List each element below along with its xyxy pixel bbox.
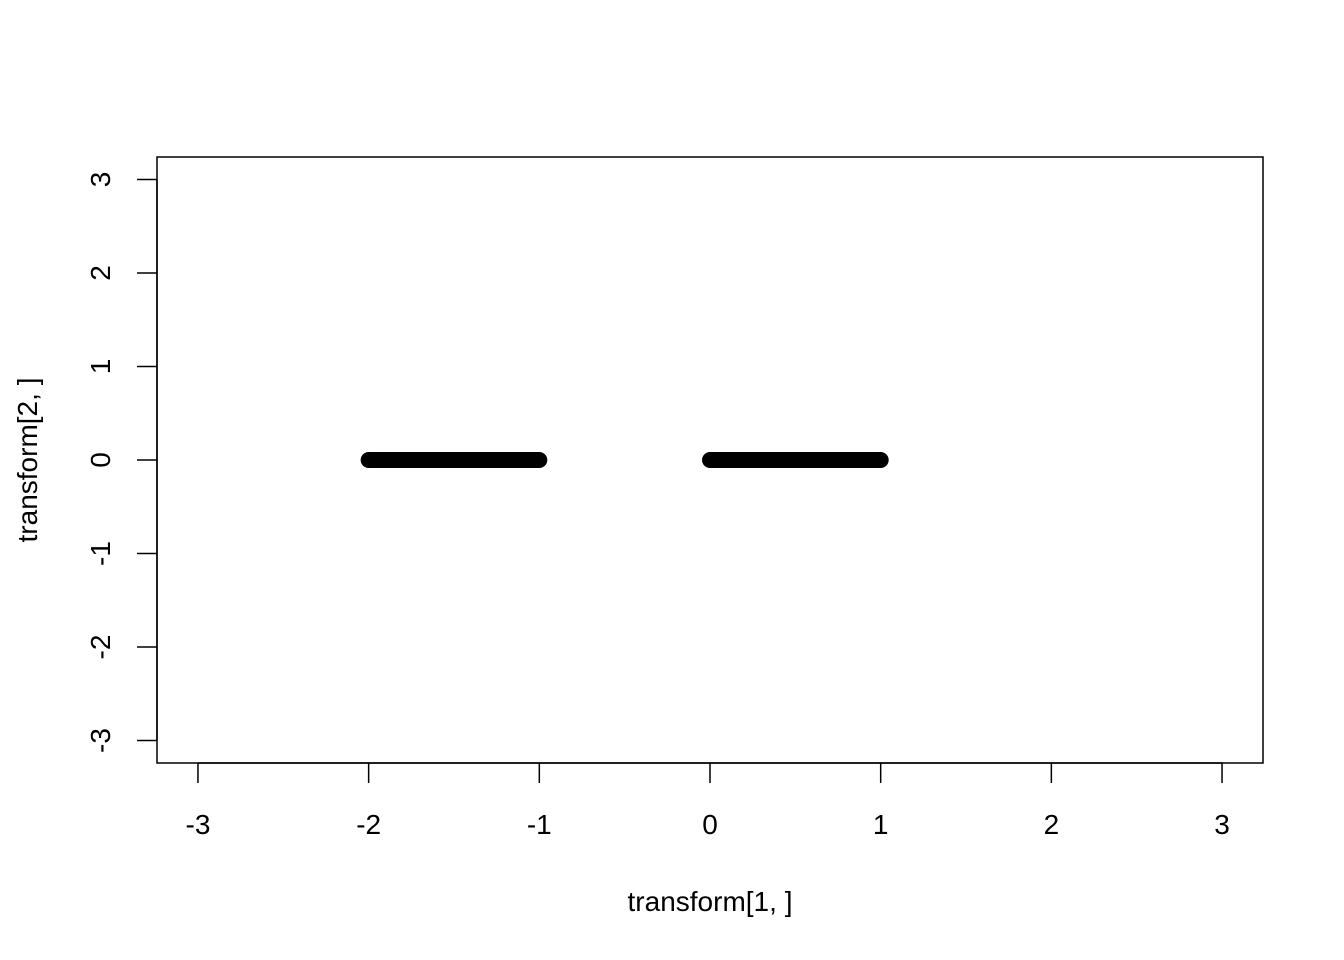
y-tick-label: 2: [85, 265, 116, 281]
x-axis-label: transform[1, ]: [628, 886, 793, 917]
y-axis: -3 -2 -1 0 1 2 3: [85, 172, 158, 753]
x-axis: -3 -2 -1 0 1 2 3: [186, 762, 1230, 840]
data-point-run: [402, 452, 420, 468]
x-tick-label: 3: [1214, 809, 1230, 840]
x-tick-label: 0: [702, 809, 718, 840]
x-tick-label: -2: [356, 809, 381, 840]
data-point-run: [829, 452, 847, 468]
x-tick-label: 2: [1044, 809, 1060, 840]
x-tick-label: -3: [186, 809, 211, 840]
data-point-run: [522, 452, 540, 468]
data-point-run: [453, 452, 472, 468]
y-tick-label: -3: [85, 728, 116, 753]
x-tick-label: 1: [873, 809, 889, 840]
data-point-run: [744, 452, 762, 468]
data-point-run: [812, 452, 830, 468]
y-tick-label: -2: [85, 635, 116, 660]
data-point-run: [368, 452, 386, 468]
data-point-run: [795, 452, 813, 468]
y-tick-label: -1: [85, 541, 116, 566]
data-point-run: [505, 452, 523, 468]
y-tick-label: 3: [85, 172, 116, 188]
data-point-run: [761, 452, 779, 468]
y-axis-label: transform[2, ]: [12, 378, 43, 543]
data-point-run: [778, 452, 796, 468]
data-point-run: [846, 452, 864, 468]
data-point-run: [710, 452, 728, 468]
data-point-run: [419, 452, 437, 468]
data-point-run: [488, 452, 506, 468]
data-point-run: [471, 452, 489, 468]
data-point-run: [436, 452, 454, 468]
data-points: [360, 452, 889, 468]
data-point-run: [385, 452, 403, 468]
data-point-run: [863, 452, 881, 468]
y-tick-label: 1: [85, 359, 116, 375]
x-tick-label: -1: [527, 809, 552, 840]
data-point-run: [727, 452, 745, 468]
y-tick-label: 0: [85, 452, 116, 468]
